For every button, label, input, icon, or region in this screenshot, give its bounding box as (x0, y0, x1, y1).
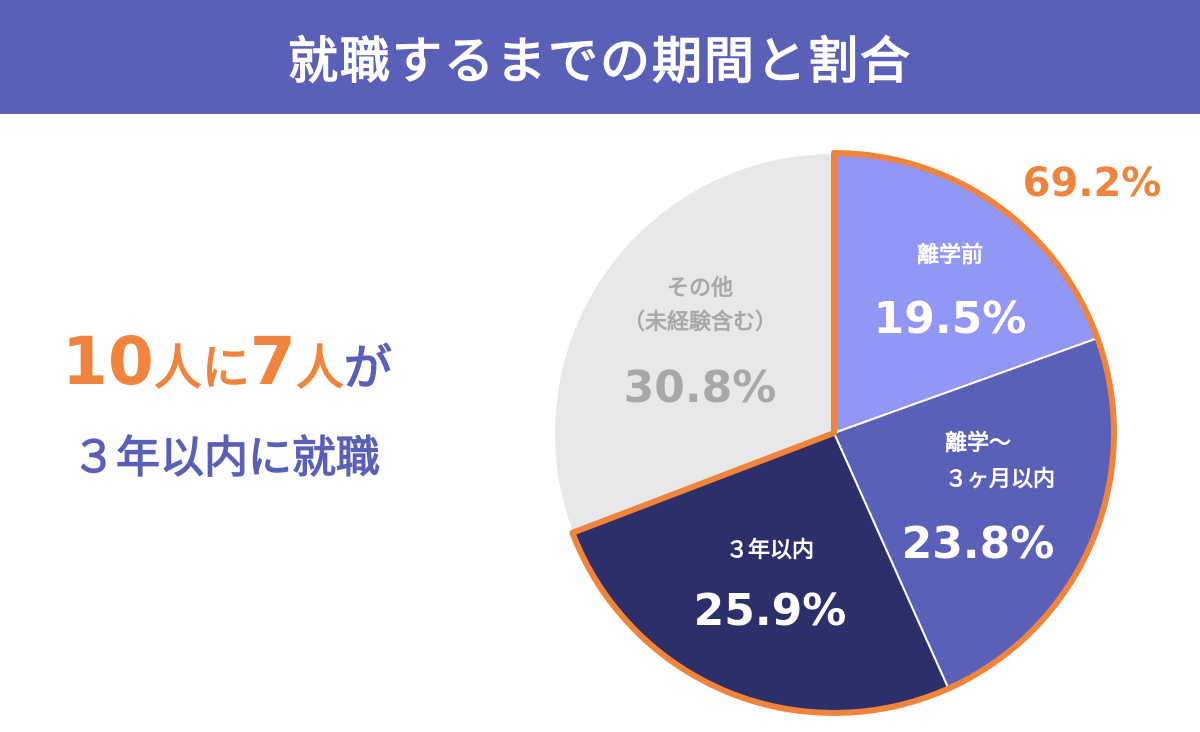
slice-value-label: 25.9% (694, 585, 847, 636)
slice-label: ３ヶ月以内 (945, 467, 1055, 492)
highlight-total-label: 69.2% (1023, 160, 1162, 206)
pie-slice (553, 151, 835, 535)
highlight-outline (569, 150, 1117, 716)
slice-label: ３年以内 (726, 537, 814, 563)
slice-label: 離学前 (917, 242, 983, 268)
slice-label: その他 (667, 276, 733, 301)
slice-label: 離学～ (945, 430, 1011, 456)
slice-value-label: 30.8% (624, 362, 777, 413)
headline: 10人に7人が ３年以内に就職 (62, 322, 522, 488)
headline-number-2: 7 (249, 323, 296, 400)
headline-line2: ３年以内に就職 (72, 432, 380, 483)
headline-number-1: 10 (62, 323, 154, 400)
header-banner: 就職するまでの期間と割合 (0, 0, 1200, 114)
slice-label: （未経験含む） (623, 309, 777, 335)
headline-conjunction: が (343, 340, 392, 396)
slice-value-label: 23.8% (902, 518, 1055, 569)
headline-line1: 10人に7人が (62, 322, 522, 408)
slice-value-label: 19.5% (874, 293, 1027, 344)
headline-unit-2: 人 (295, 340, 344, 396)
headline-particle: に (201, 340, 250, 396)
headline-unit-1: 人 (153, 340, 202, 396)
page-title: 就職するまでの期間と割合 (288, 32, 912, 90)
